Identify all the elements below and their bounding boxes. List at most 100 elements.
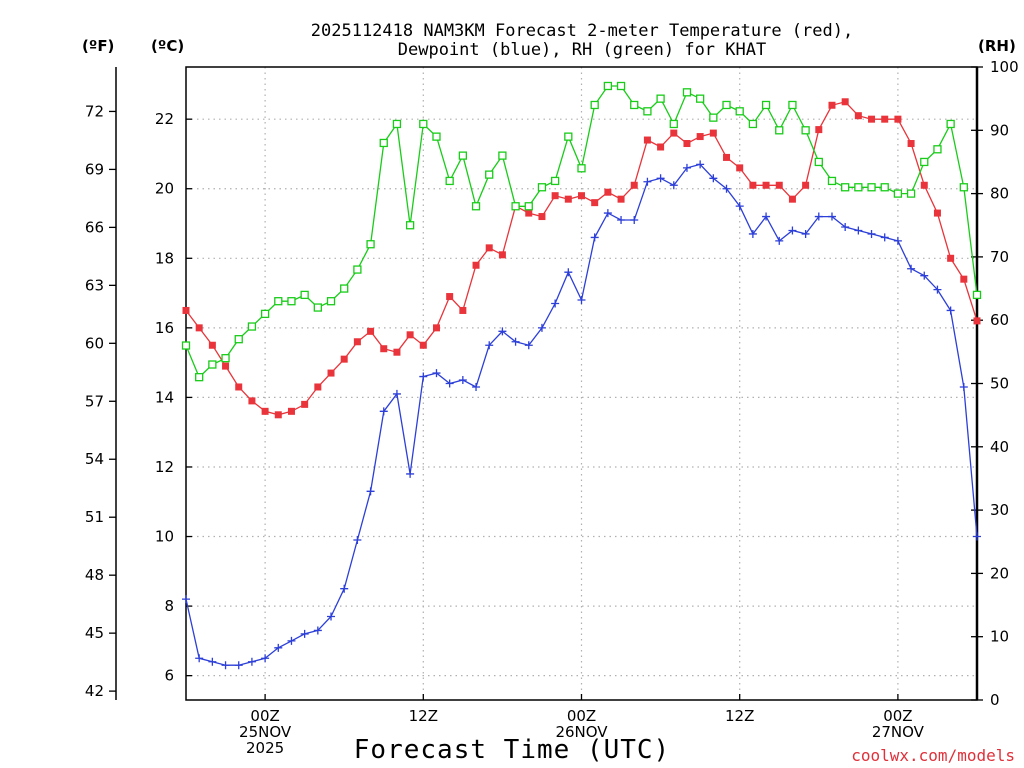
temperature-point [578,192,585,200]
temperature-point [630,181,638,189]
rh-point [893,189,903,198]
temperature-point [617,195,625,203]
rh-tick-label: 20 [990,564,1009,582]
dewpoint-point [564,268,573,277]
rh-point [208,360,217,369]
temperature-point [235,383,243,391]
dewpoint-point [669,181,678,190]
rh-point [656,94,665,103]
dewpoint-point [854,226,863,235]
rh-point [920,157,929,167]
fahrenheit-tick-label: 72 [85,102,104,120]
celsius-tick-label: 20 [155,180,174,198]
rh-point [313,303,322,312]
celsius-tick-label: 8 [164,597,174,615]
rh-point [616,81,626,91]
series-square [182,98,981,419]
dewpoint-point [287,636,296,645]
rh-point [748,119,758,129]
rh-point [260,309,270,319]
temperature-point [881,115,889,123]
temperature-point [933,209,941,217]
temperature-point [498,251,506,259]
rh-point [564,132,573,141]
dewpoint-point [445,379,454,388]
rh-point [485,170,494,179]
fahrenheit-tick-label: 51 [85,508,104,526]
temperature-point [248,397,256,405]
rh-point [867,183,876,192]
rh-point [392,119,402,129]
rh-point [221,354,230,363]
dewpoint-point [867,229,876,238]
rh-tick-label: 100 [990,58,1019,76]
dewpoint-point [458,376,467,385]
celsius-unit-label: (ºC) [151,37,184,55]
temperature-point [195,324,203,332]
dewpoint-point [880,233,889,242]
celsius-tick-label: 12 [155,458,174,476]
celsius-tick-label: 14 [155,388,174,406]
grid [186,67,977,700]
rh-point [458,151,468,160]
temperature-point [775,181,783,189]
temperature-point [525,209,533,217]
rh-point [761,100,771,110]
temperature-point [551,192,559,200]
fahrenheit-unit-label: (ºF) [82,37,114,55]
temperature-point [841,98,849,106]
dewpoint-point [827,212,836,221]
temperature-point [643,136,651,144]
temperature-point [854,112,862,120]
dewpoint-point [709,174,718,183]
temperature-point [261,407,269,415]
rh-point [880,183,889,192]
rh-tick-label: 80 [990,185,1009,203]
fahrenheit-tick-label: 60 [85,334,104,352]
dewpoint-point [617,216,626,225]
dewpoint-point [959,382,968,391]
dewpoint-point [735,202,744,211]
dewpoint-point [788,226,797,235]
rh-point [550,176,560,186]
credit-link[interactable]: coolwx.com/models [851,746,1015,765]
dewpoint-point [353,536,362,545]
temperature-point [709,129,717,137]
x-tick-label: 00Z [250,707,279,725]
dewpoint-point [696,160,705,169]
dewpoint-point [801,229,810,238]
rh-point [669,119,678,129]
temperature-point [947,254,955,262]
dewpoint-point [366,487,375,496]
temperature-point [222,362,230,370]
rh-point [234,335,243,344]
dewpoint-point [630,216,639,225]
dewpoint-point [590,233,599,242]
fahrenheit-tick-label: 48 [85,566,104,584]
dewpoint-point [221,661,230,670]
dewpoint-point [722,184,731,193]
dewpoint-point [327,612,336,621]
dewpoint-point [485,341,494,350]
temperature-point [749,181,757,189]
dewpoint-point [419,372,428,381]
temperature-point [828,101,836,109]
temperature-point [446,293,454,301]
temperature-point [472,261,480,269]
dewpoint-point [261,654,270,663]
temperature-point [802,181,810,189]
rh-point [353,265,362,274]
temperature-point [723,153,731,161]
rh-point [340,284,349,293]
x-tick-label: 25NOV [239,723,292,741]
dewpoint-point [182,595,190,604]
temperature-point [432,324,440,332]
rh-point [524,202,533,211]
temperature-point [788,195,796,203]
rh-point [814,157,823,167]
temperature-point [485,244,493,252]
temperature-point [894,115,902,123]
dewpoint-point [511,337,520,346]
rh-point [933,145,942,154]
rh-point [287,297,296,306]
